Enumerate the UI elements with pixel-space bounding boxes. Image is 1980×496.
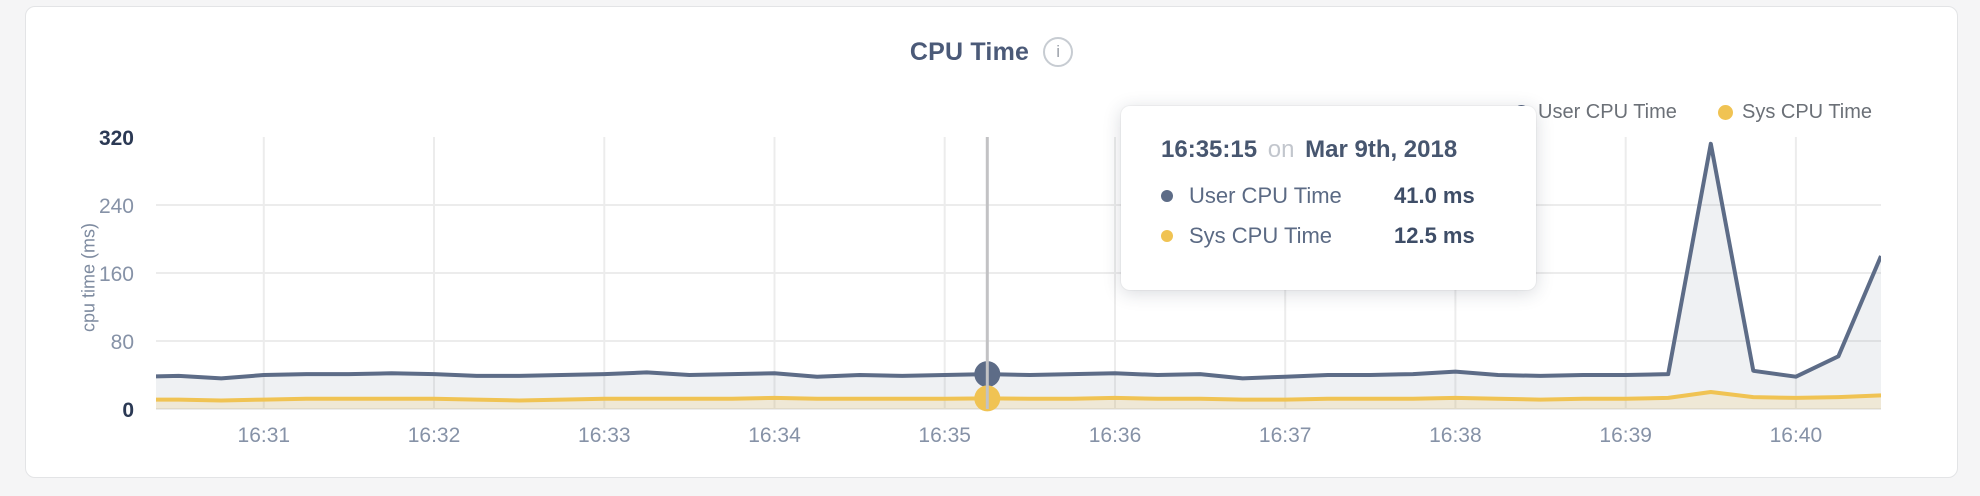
chart-card: CPU Time i User CPU Time Sys CPU Time cp… (25, 6, 1958, 478)
tooltip-sys-label: Sys CPU Time (1189, 223, 1333, 248)
x-tick-label: 16:32 (408, 424, 461, 447)
user-cpu-area (156, 143, 1881, 409)
x-tick-label: 16:37 (1259, 424, 1312, 447)
x-tick-label: 16:34 (748, 424, 801, 447)
legend-item-user-label: User CPU Time (1538, 101, 1677, 123)
tooltip-date: Mar 9th, 2018 (1305, 136, 1458, 163)
tooltip-connector: on (1267, 136, 1295, 163)
x-tick-label: 16:38 (1429, 424, 1482, 447)
chart-title: CPU Time (909, 37, 1030, 66)
tooltip-user-label: User CPU Time (1189, 183, 1342, 208)
tooltip-sys-value: 12.5 ms (1394, 223, 1475, 248)
x-tick-label: 16:35 (918, 424, 971, 447)
legend-item-sys-label: Sys CPU Time (1742, 101, 1873, 123)
chart-tooltip: 16:35:15 on Mar 9th, 2018 User CPU Time … (1121, 106, 1536, 290)
user-series-dot-icon (1161, 190, 1173, 202)
info-icon[interactable]: i (1043, 37, 1074, 67)
legend-item-user[interactable]: User CPU Time (1514, 101, 1677, 124)
sys-series-dot-icon (1161, 230, 1173, 242)
y-tick-label: 160 (99, 263, 134, 286)
x-tick-label: 16:36 (1089, 424, 1142, 447)
tooltip-header: 16:35:15 on Mar 9th, 2018 (1161, 136, 1496, 164)
x-tick-label: 16:39 (1599, 424, 1652, 447)
tooltip-user-value: 41.0 ms (1394, 183, 1475, 208)
tooltip-row-sys: Sys CPU Time 12.5 ms (1161, 216, 1496, 256)
tooltip-time: 16:35:15 (1161, 136, 1258, 163)
chart-header: CPU Time i (26, 37, 1957, 67)
x-tick-label: 16:31 (238, 424, 291, 447)
y-tick-label: 320 (99, 127, 134, 150)
cpu-time-chart[interactable]: 16:31 16:32 16:33 16:34 16:35 16:36 16:37 16:38… (26, 7, 1959, 477)
y-tick-label: 80 (111, 331, 134, 354)
sys-series-dot-icon (1718, 105, 1733, 120)
y-tick-label: 240 (99, 195, 134, 218)
user-cpu-line (156, 141, 1881, 381)
legend-item-sys[interactable]: Sys CPU Time (1718, 101, 1872, 124)
x-tick-label: 16:33 (578, 424, 631, 447)
sys-cpu-line (156, 390, 1881, 403)
y-tick-label: 0 (122, 399, 134, 422)
tooltip-row-user: User CPU Time 41.0 ms (1161, 176, 1496, 216)
x-tick-label: 16:40 (1770, 424, 1823, 447)
